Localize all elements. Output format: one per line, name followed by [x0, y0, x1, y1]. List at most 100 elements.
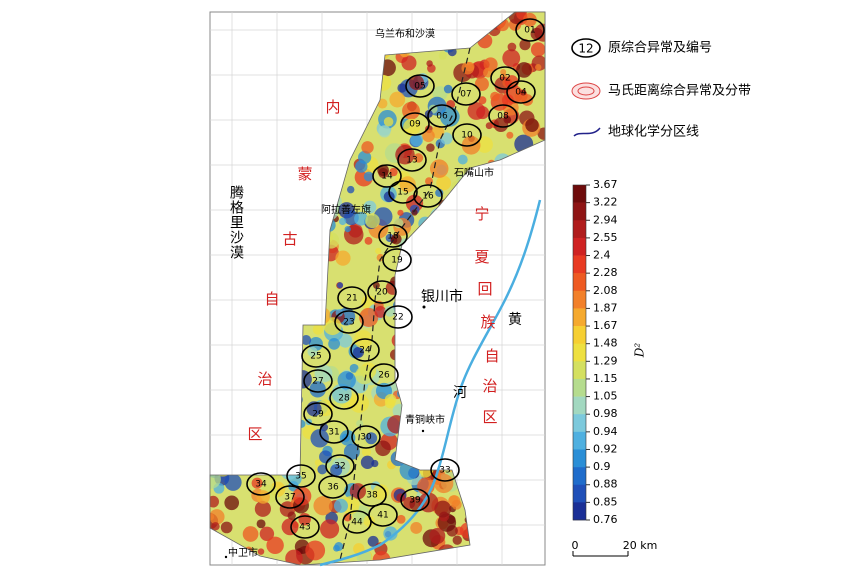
surface-blob	[317, 464, 328, 475]
anomaly-label: 14	[381, 172, 393, 182]
anomaly-outline	[452, 123, 482, 147]
surface-blob	[395, 145, 415, 165]
anomaly-label: 07	[460, 90, 471, 100]
anomaly-outline	[405, 74, 435, 98]
yellow-river	[319, 199, 542, 567]
surface-blob	[434, 500, 452, 518]
anomaly-outline	[301, 344, 331, 368]
anomaly-label: 32	[334, 462, 345, 472]
surface-blob	[384, 394, 397, 406]
region-label: 宁	[474, 205, 489, 223]
anomaly-outline	[430, 458, 460, 482]
legend-symbol-label: 12	[578, 42, 593, 56]
anomaly-label: 10	[461, 131, 473, 141]
colorbar-class	[573, 343, 586, 362]
surface-blob	[254, 500, 271, 517]
anomaly-label: 27	[312, 377, 323, 387]
surface-blob	[440, 132, 453, 145]
anomaly-outline	[357, 483, 387, 507]
surface-blob	[483, 67, 494, 78]
surface-blob	[422, 129, 435, 143]
surface-blob	[333, 498, 349, 513]
surface-blob	[443, 84, 453, 94]
region-label: 古	[282, 230, 297, 248]
surface-blob	[451, 499, 462, 510]
anomaly-outline	[334, 310, 364, 334]
anomaly-outline	[367, 280, 397, 304]
surface-blob	[334, 542, 344, 552]
region-label: 蒙	[297, 165, 312, 183]
surface-blob	[256, 490, 270, 504]
anomaly-label: 35	[295, 472, 306, 482]
colorbar-tick-label: 2.55	[593, 231, 618, 244]
place-label: 中卫市	[228, 546, 258, 559]
anomaly-outline	[413, 184, 443, 208]
anomaly-label: 06	[436, 112, 448, 122]
city-dot	[224, 555, 228, 559]
surface-blob	[397, 209, 404, 216]
surface-blob	[211, 522, 220, 531]
region-label: 内	[325, 98, 340, 116]
colorbar-tick-label: 1.05	[593, 390, 618, 403]
surface-blob	[309, 381, 326, 398]
anomaly-label: 43	[299, 523, 310, 533]
anomaly-outline	[397, 148, 427, 172]
surface-blob	[376, 253, 385, 262]
surface-blob	[349, 363, 359, 373]
surface-blob	[354, 211, 368, 226]
colorbar-tick-label: 1.48	[593, 337, 618, 350]
legend-symbol	[577, 86, 595, 96]
colorbar-class	[573, 255, 586, 274]
region-label: 回	[477, 280, 492, 298]
legend-label: 地球化学分区线	[608, 124, 699, 140]
anomaly-outline	[388, 180, 418, 204]
anomaly-label: 22	[392, 313, 403, 323]
surface-blob	[365, 432, 378, 445]
anomaly-outline	[368, 503, 398, 527]
colorbar-tick-label: 1.29	[593, 354, 618, 367]
colorbar-label: D²	[633, 343, 647, 359]
colorbar-tick-label: 3.22	[593, 196, 618, 209]
surface-blob	[383, 526, 398, 541]
place-label: 腾格里沙漠	[228, 184, 244, 260]
colorbar-class	[573, 308, 586, 327]
surface-blob	[476, 136, 493, 153]
colorbar-class	[573, 378, 586, 397]
anomaly-label: 08	[497, 112, 509, 122]
surface-blob	[519, 39, 531, 51]
surface-blob	[281, 518, 299, 536]
surface-blob	[346, 185, 355, 194]
surface-blob	[256, 519, 266, 529]
anomaly-outline	[318, 475, 348, 499]
anomaly-label: 38	[366, 491, 378, 501]
anomaly-label: 29	[312, 410, 324, 420]
colorbar-tick-label: 0.85	[593, 495, 618, 508]
colorbar-class	[573, 273, 586, 292]
surface-blob	[344, 225, 351, 233]
surface-blob	[343, 443, 360, 460]
colorbar-class	[573, 237, 586, 256]
surface-blob	[360, 455, 375, 470]
surface-blob	[438, 51, 447, 60]
colorbar-tick-label: 1.67	[593, 319, 618, 332]
surface-blob	[390, 233, 402, 245]
surface-blob	[367, 535, 379, 547]
surface-blob	[377, 98, 388, 109]
anomaly-label: 37	[284, 493, 295, 503]
colorbar-class	[573, 185, 586, 203]
surface-blob	[356, 419, 364, 428]
surface-blob	[338, 333, 353, 348]
colorbar-class	[573, 414, 586, 433]
place-label: 阿拉善左旗	[321, 203, 371, 216]
surface-blob	[355, 366, 374, 385]
anomaly-outline	[337, 286, 367, 310]
surface-blob	[210, 509, 225, 525]
surface-blob	[493, 117, 509, 133]
anomaly-label: 20	[376, 288, 388, 298]
surface-blob	[426, 60, 433, 67]
surface-blob	[506, 131, 514, 139]
anomaly-outline	[319, 420, 349, 444]
surface-blob	[396, 514, 406, 524]
surface-blob	[292, 486, 312, 506]
surface-blob	[365, 213, 380, 229]
